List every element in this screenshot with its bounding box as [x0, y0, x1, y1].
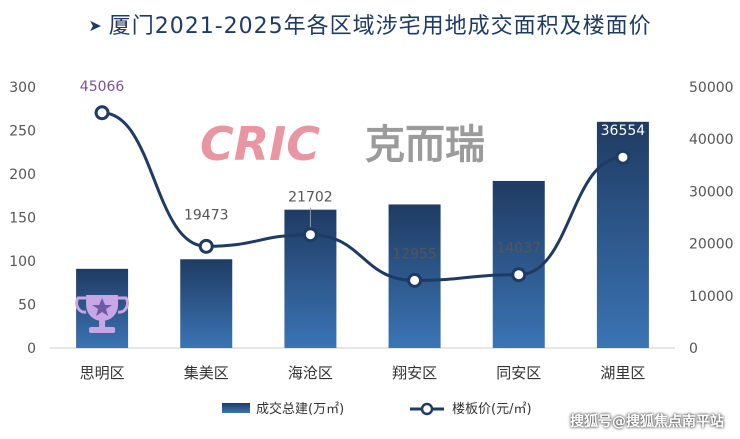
x-tick-label: 同安区 — [496, 364, 541, 382]
logo-chinese-text: 克而瑞 — [365, 122, 485, 168]
y-left-tick-label: 100 — [9, 254, 36, 270]
line-data-label: 14037 — [496, 241, 541, 257]
y-left-tick-label: 50 — [18, 298, 36, 314]
y-right-tick-label: 10000 — [689, 289, 734, 305]
legend-bar-swatch — [222, 403, 250, 413]
line-marker — [615, 149, 631, 165]
line-data-label: 36554 — [601, 123, 646, 139]
y-right-tick-label: 0 — [689, 341, 698, 357]
trophy-icon — [75, 295, 129, 333]
chart-title: ➤ 厦门2021-2025年各区域涉宅用地成交面积及楼面价 — [0, 8, 740, 40]
logo-cric-text: CRIC — [200, 117, 320, 171]
line-data-label: 45066 — [80, 79, 125, 95]
chart-title-text: 厦门2021-2025年各区域涉宅用地成交面积及楼面价 — [108, 14, 652, 39]
bar-同安区 — [492, 180, 545, 348]
line-data-label: 19473 — [184, 207, 229, 223]
x-tick-label: 翔安区 — [392, 364, 437, 382]
x-tick-label: 思明区 — [80, 364, 125, 382]
line-data-label: 21702 — [288, 190, 333, 206]
bar-集美区 — [180, 259, 233, 348]
line-data-label: 12955 — [392, 246, 437, 262]
y-left-tick-label: 250 — [9, 124, 36, 140]
legend-line-label: 楼板价(元/㎡) — [452, 402, 532, 417]
legend-line-marker — [420, 402, 434, 416]
watermark-text: 搜狐号@搜狐焦点南平站 — [570, 414, 724, 430]
y-left-tick-label: 150 — [9, 211, 36, 227]
y-right-tick-label: 50000 — [689, 80, 734, 96]
legend-bar-label: 成交总建(万㎡) — [256, 401, 344, 417]
arrow-icon: ➤ — [88, 16, 103, 35]
line-marker — [511, 267, 527, 283]
x-tick-label: 海沧区 — [288, 364, 333, 382]
line-marker — [407, 272, 423, 288]
y-left-tick-label: 300 — [9, 80, 36, 96]
x-tick-label: 湖里区 — [600, 364, 645, 382]
line-marker — [302, 227, 318, 243]
x-tick-label: 集美区 — [184, 364, 229, 382]
line-marker — [198, 238, 214, 254]
line-series-楼板价 — [101, 111, 623, 282]
y-right-tick-label: 40000 — [689, 132, 734, 148]
y-right-tick-label: 30000 — [689, 184, 734, 200]
y-left-tick-label: 200 — [9, 167, 36, 183]
line-marker — [94, 105, 110, 121]
y-right-tick-label: 20000 — [689, 237, 734, 253]
y-left-tick-label: 0 — [27, 341, 36, 357]
